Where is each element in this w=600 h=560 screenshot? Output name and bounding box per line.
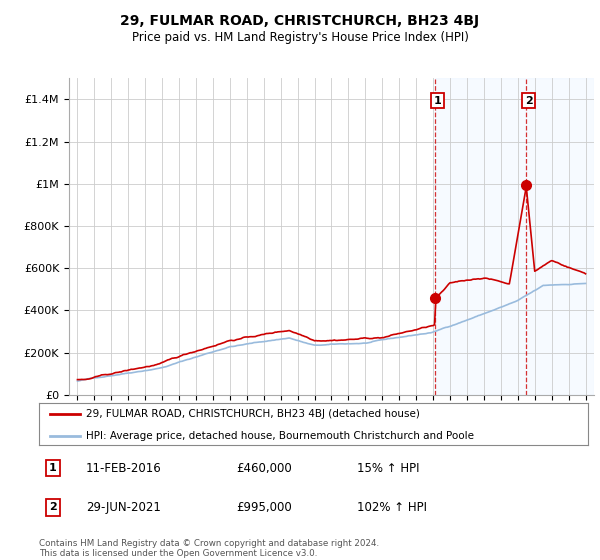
Text: Price paid vs. HM Land Registry's House Price Index (HPI): Price paid vs. HM Land Registry's House … bbox=[131, 31, 469, 44]
Text: 29, FULMAR ROAD, CHRISTCHURCH, BH23 4BJ (detached house): 29, FULMAR ROAD, CHRISTCHURCH, BH23 4BJ … bbox=[86, 409, 419, 419]
Text: HPI: Average price, detached house, Bournemouth Christchurch and Poole: HPI: Average price, detached house, Bour… bbox=[86, 431, 473, 441]
Text: 15% ↑ HPI: 15% ↑ HPI bbox=[358, 461, 420, 474]
Bar bbox=[435, 78, 594, 395]
Text: £460,000: £460,000 bbox=[236, 461, 292, 474]
Text: 1: 1 bbox=[49, 463, 56, 473]
Text: 102% ↑ HPI: 102% ↑ HPI bbox=[358, 501, 427, 514]
Text: 1: 1 bbox=[433, 96, 441, 105]
Text: 29, FULMAR ROAD, CHRISTCHURCH, BH23 4BJ: 29, FULMAR ROAD, CHRISTCHURCH, BH23 4BJ bbox=[121, 14, 479, 28]
Text: 11-FEB-2016: 11-FEB-2016 bbox=[86, 461, 161, 474]
Text: 2: 2 bbox=[525, 96, 533, 105]
Text: Contains HM Land Registry data © Crown copyright and database right 2024.
This d: Contains HM Land Registry data © Crown c… bbox=[39, 539, 379, 558]
Text: £995,000: £995,000 bbox=[236, 501, 292, 514]
Text: 29-JUN-2021: 29-JUN-2021 bbox=[86, 501, 161, 514]
Text: 2: 2 bbox=[49, 502, 56, 512]
